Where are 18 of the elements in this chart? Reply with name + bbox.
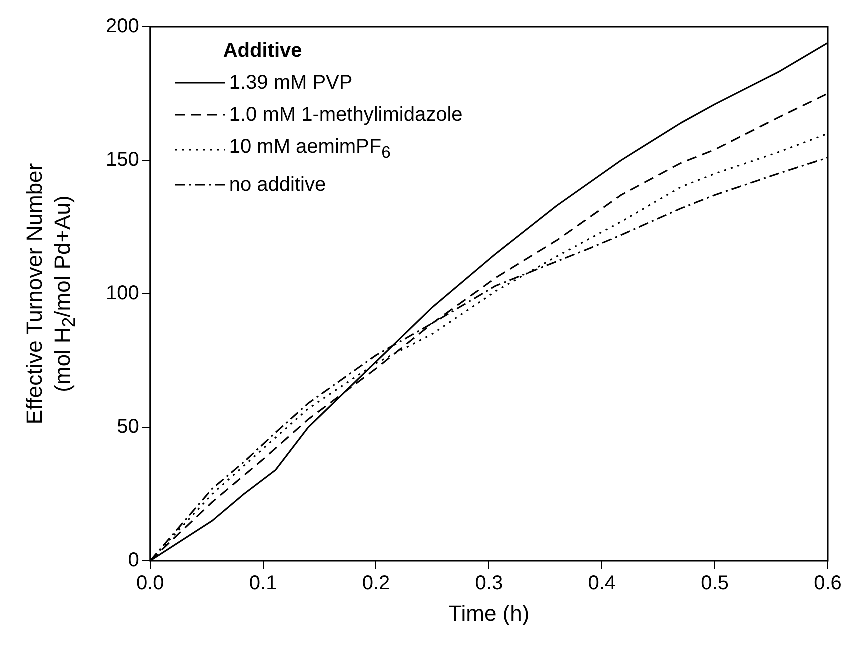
y-tick-label: 50 <box>117 416 140 438</box>
legend-label: 10 mM aemimPF$_{6}$ <box>229 135 391 164</box>
x-tick-label: 0.2 <box>362 572 390 595</box>
x-axis-title: Time (h) <box>448 601 531 627</box>
legend-label: 1.0 mM 1-methylimidazole <box>229 103 463 128</box>
legend-title: Additive <box>223 39 304 64</box>
x-tick-label: 0.6 <box>814 572 842 595</box>
x-tick-label: 0.3 <box>475 572 504 595</box>
y-tick-label: 150 <box>106 149 140 172</box>
x-tick-label: 0.5 <box>701 572 729 595</box>
legend-label: no additive <box>229 173 326 198</box>
legend-label: 1.39 mM PVP <box>229 71 353 96</box>
y-tick-label: 100 <box>106 282 140 305</box>
x-tick-label: 0.1 <box>249 572 278 595</box>
x-tick-label: 0.4 <box>588 572 616 595</box>
x-tick-label: 0.0 <box>136 572 164 595</box>
y-tick-label: 200 <box>106 16 140 38</box>
y-tick-label: 0 <box>128 550 140 572</box>
